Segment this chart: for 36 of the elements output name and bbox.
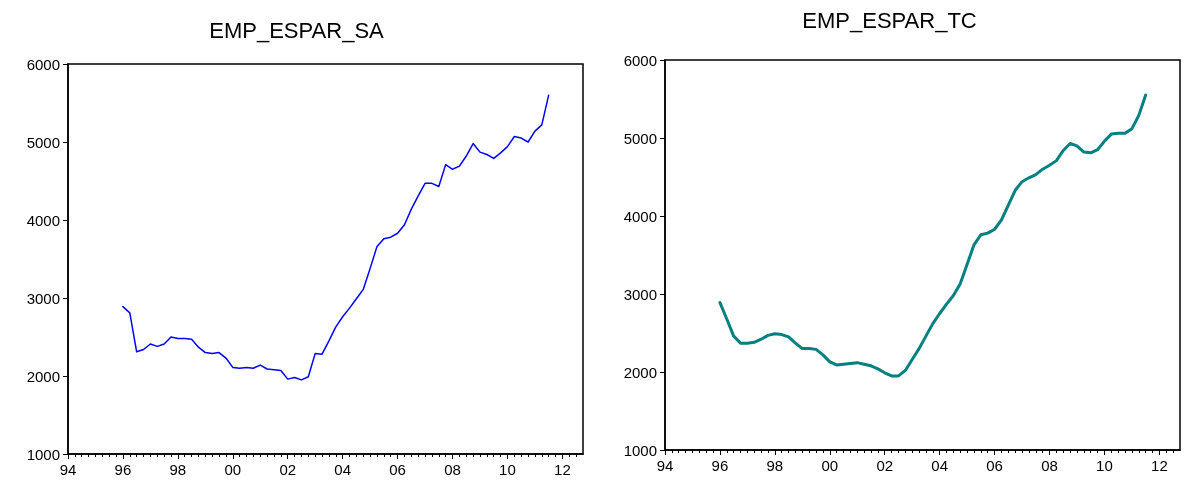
x-tick-label: 98: [169, 461, 187, 478]
x-tick-label: 00: [821, 457, 839, 474]
y-tick-label: 3000: [26, 289, 60, 307]
x-tick-label: 08: [444, 461, 461, 478]
y-tick-label: 2000: [623, 363, 657, 381]
x-tick-label: 96: [711, 457, 729, 474]
x-tick-label: 02: [279, 461, 297, 478]
y-tick-label: 1000: [26, 445, 60, 463]
y-tick-label: 2000: [26, 367, 60, 385]
x-tick-label: 10: [1096, 457, 1113, 474]
y-tick-label: 5000: [26, 133, 60, 151]
y-tick-label: 4000: [26, 211, 60, 229]
y-tick-label: 1000: [623, 441, 657, 459]
x-tick-label: 96: [114, 461, 132, 478]
x-tick-label: 94: [59, 461, 77, 478]
x-tick-label: 08: [1041, 457, 1058, 474]
line-series: [718, 93, 1148, 378]
x-tick-label: 98: [766, 457, 784, 474]
y-tick-label: 4000: [623, 207, 657, 225]
x-tick-label: 04: [931, 457, 949, 474]
x-tick-label: 06: [986, 457, 1003, 474]
chart-title: EMP_ESPAR_TC: [802, 7, 977, 33]
chart-title: EMP_ESPAR_SA: [209, 17, 385, 43]
y-tick-label: 6000: [26, 55, 60, 73]
x-tick-label: 94: [656, 457, 674, 474]
y-tick-label: 6000: [623, 51, 657, 69]
line-series: [122, 94, 550, 381]
x-tick-label: 06: [389, 461, 406, 478]
x-tick-label: 12: [1151, 457, 1168, 474]
x-tick-label: 02: [876, 457, 894, 474]
x-tick-label: 10: [499, 461, 516, 478]
y-tick-label: 3000: [623, 285, 657, 303]
y-tick-label: 5000: [623, 129, 657, 147]
x-tick-label: 00: [224, 461, 242, 478]
x-tick-label: 12: [554, 461, 571, 478]
x-tick-label: 04: [334, 461, 352, 478]
